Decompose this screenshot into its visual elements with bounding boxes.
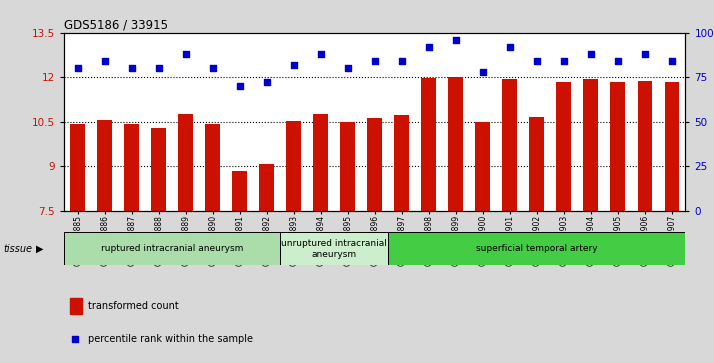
Bar bbox=[313, 114, 328, 211]
Bar bbox=[341, 122, 356, 211]
Point bbox=[504, 44, 516, 50]
Bar bbox=[503, 79, 518, 211]
Bar bbox=[71, 124, 85, 211]
Text: ▶: ▶ bbox=[36, 244, 43, 254]
Bar bbox=[638, 81, 653, 211]
Bar bbox=[610, 82, 625, 211]
Text: unruptured intracranial
aneurysm: unruptured intracranial aneurysm bbox=[281, 238, 387, 259]
Text: transformed count: transformed count bbox=[88, 301, 178, 311]
Bar bbox=[394, 115, 409, 211]
Point bbox=[531, 58, 543, 64]
Bar bbox=[151, 127, 166, 211]
Bar bbox=[232, 171, 247, 211]
Point bbox=[234, 83, 246, 89]
Bar bbox=[97, 119, 112, 211]
Bar bbox=[556, 82, 571, 211]
Point bbox=[72, 65, 84, 71]
Bar bbox=[178, 114, 193, 211]
Bar bbox=[206, 124, 220, 211]
Point bbox=[477, 69, 488, 75]
Bar bbox=[421, 78, 436, 211]
Point bbox=[612, 58, 623, 64]
Point bbox=[639, 51, 650, 57]
Bar bbox=[286, 121, 301, 211]
Text: percentile rank within the sample: percentile rank within the sample bbox=[88, 334, 253, 344]
Bar bbox=[124, 124, 139, 211]
Bar bbox=[281, 232, 388, 265]
Bar bbox=[476, 122, 491, 211]
Bar bbox=[448, 77, 463, 211]
Point bbox=[342, 65, 353, 71]
Point bbox=[207, 65, 218, 71]
Bar bbox=[530, 117, 544, 211]
Point bbox=[423, 44, 435, 50]
Bar bbox=[259, 164, 274, 211]
Point bbox=[288, 62, 300, 68]
Point bbox=[450, 37, 461, 43]
Bar bbox=[71, 298, 81, 314]
Bar bbox=[583, 79, 598, 211]
Bar bbox=[368, 118, 382, 211]
Point bbox=[180, 51, 191, 57]
Text: tissue: tissue bbox=[4, 244, 33, 254]
Point bbox=[70, 336, 81, 342]
Point bbox=[99, 58, 111, 64]
Point bbox=[369, 58, 381, 64]
Bar bbox=[388, 232, 685, 265]
Point bbox=[396, 58, 408, 64]
Point bbox=[558, 58, 570, 64]
Point bbox=[153, 65, 164, 71]
Bar bbox=[665, 82, 679, 211]
Point bbox=[261, 79, 273, 85]
Bar bbox=[64, 232, 281, 265]
Point bbox=[666, 58, 678, 64]
Point bbox=[585, 51, 597, 57]
Text: ruptured intracranial aneurysm: ruptured intracranial aneurysm bbox=[101, 244, 243, 253]
Point bbox=[315, 51, 326, 57]
Text: GDS5186 / 33915: GDS5186 / 33915 bbox=[64, 19, 169, 32]
Text: superficial temporal artery: superficial temporal artery bbox=[476, 244, 598, 253]
Point bbox=[126, 65, 138, 71]
